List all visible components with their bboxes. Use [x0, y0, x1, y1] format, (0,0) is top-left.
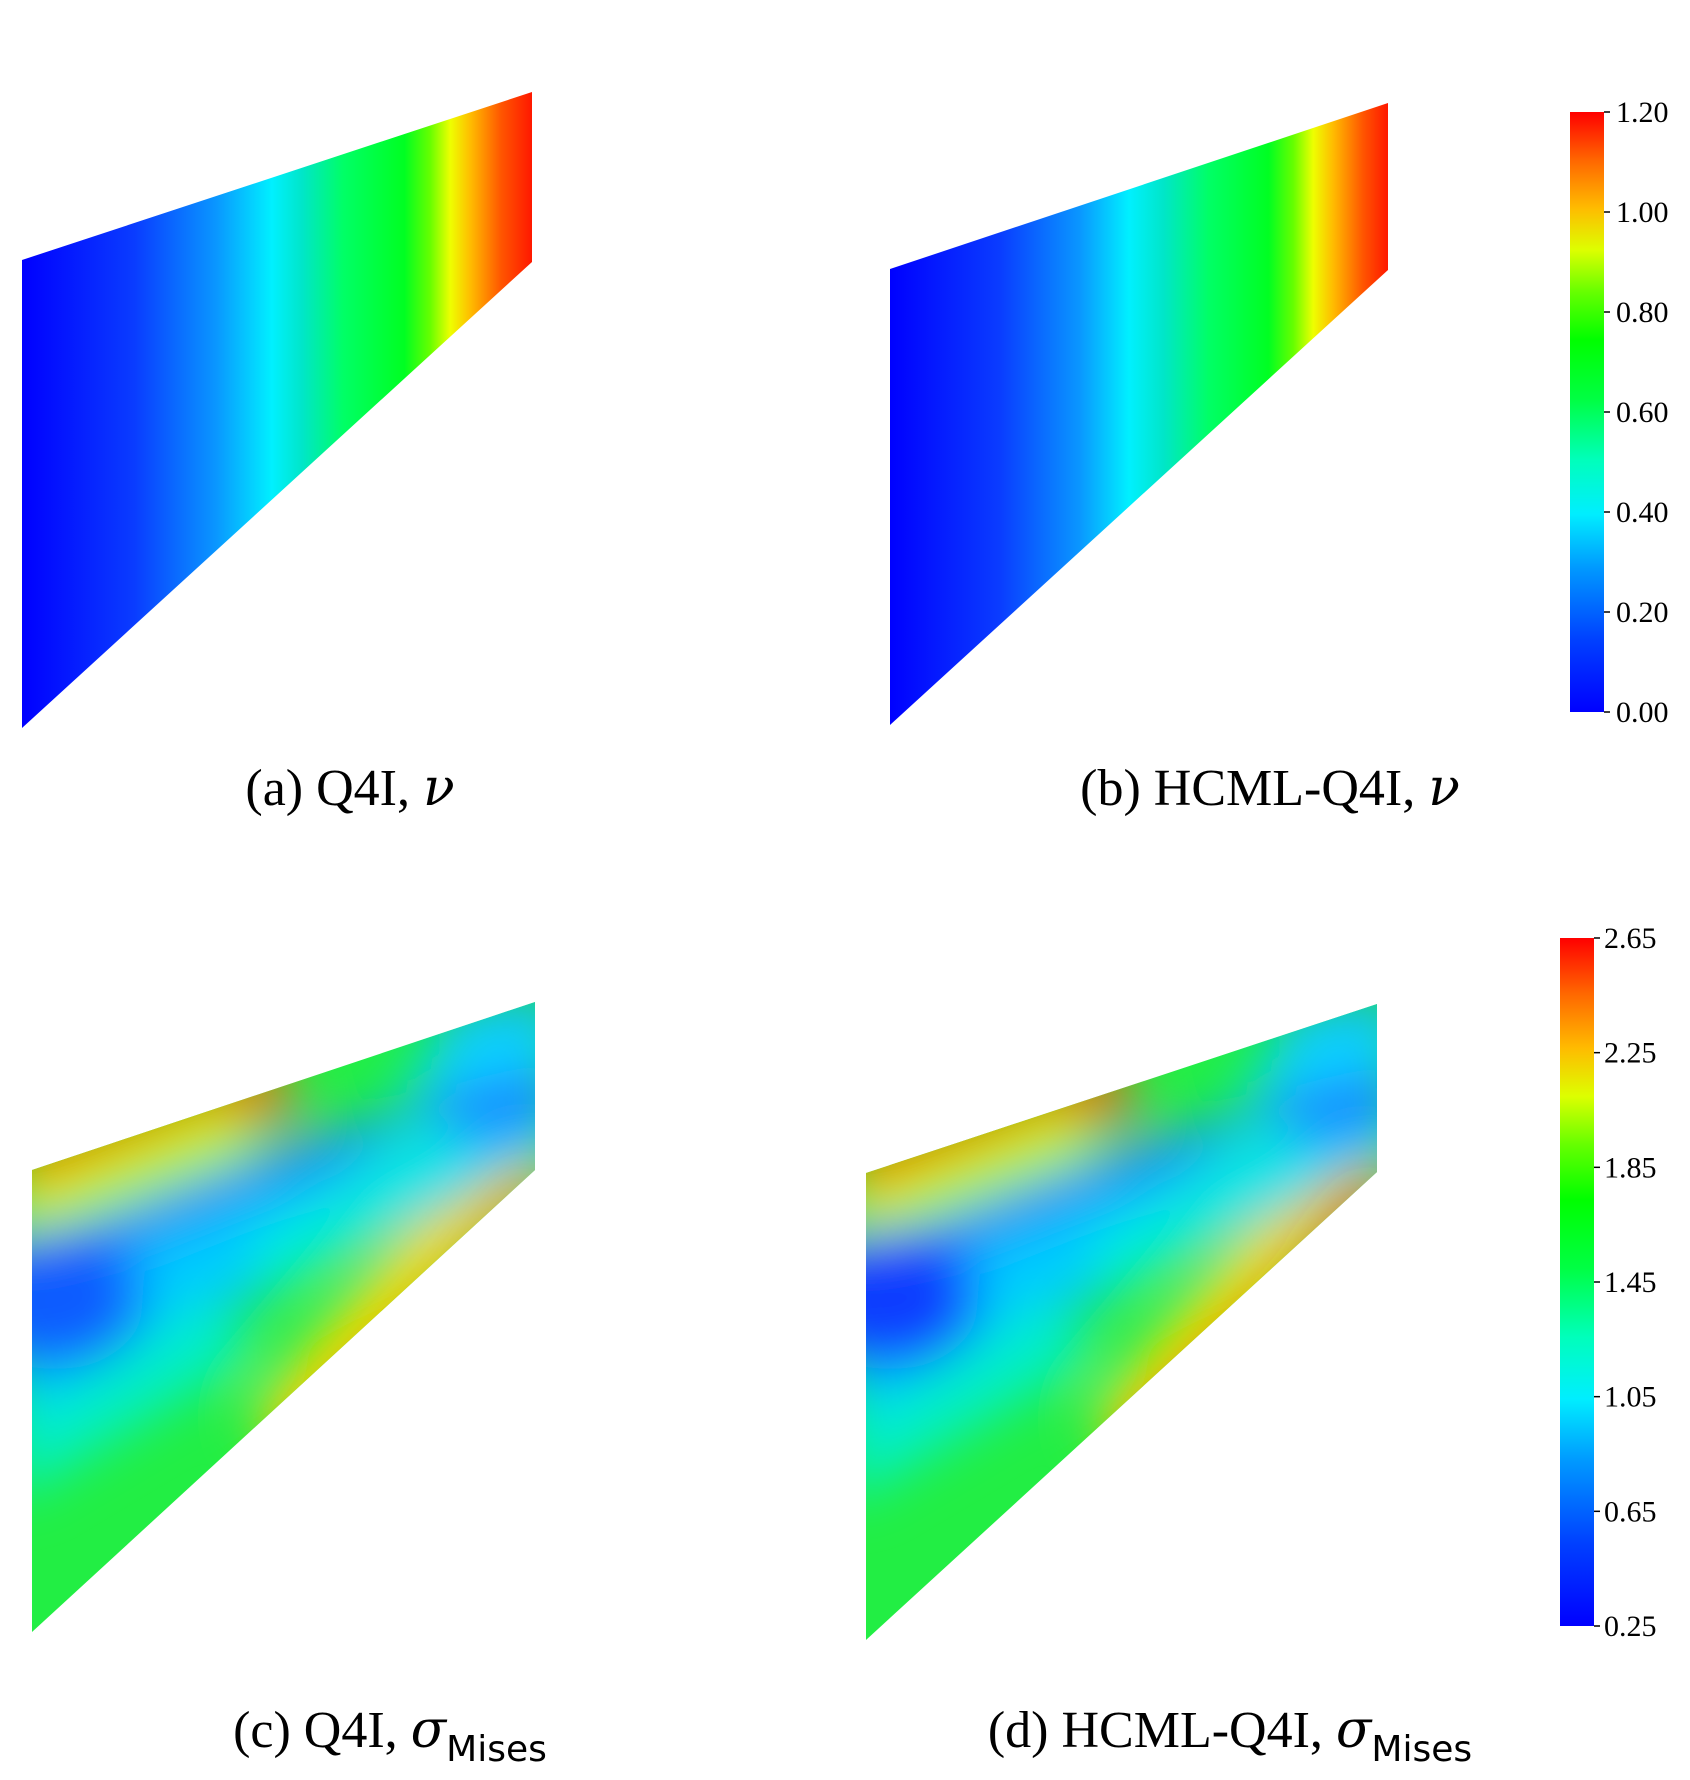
panel-a-domain: [22, 92, 532, 728]
caption-c-symbol: σ: [410, 1700, 447, 1760]
caption-b-symbol: ν: [1428, 758, 1460, 818]
caption-panel-a: (a) Q4I, ν: [140, 758, 560, 819]
caption-c-subscript: Mises: [446, 1729, 547, 1770]
colorbar-nu-tick-label: 0.40: [1616, 496, 1669, 529]
colorbar-mises-tick-label: 1.05: [1604, 1381, 1657, 1414]
colorbar-mises-tick-label: 2.25: [1604, 1037, 1657, 1070]
caption-b-prefix: (b) HCML-Q4I,: [1080, 760, 1429, 817]
colorbar-mises-bar: [1560, 938, 1594, 1626]
colorbar-mises-tick-label: 1.45: [1604, 1266, 1657, 1299]
caption-d-symbol: σ: [1335, 1700, 1372, 1760]
colorbar-nu-tick-label: 1.00: [1616, 196, 1669, 229]
colorbar-nu-tick-label: 0.20: [1616, 596, 1669, 629]
colorbar-mises: 2.65 2.25 1.85 1.45 1.05 0.65 0.25: [1560, 922, 1657, 1643]
caption-c-prefix: (c) Q4I,: [233, 1702, 411, 1759]
colorbar-nu-ticks: 1.20 1.00 0.80 0.60 0.40 0.20 0.00: [1604, 96, 1669, 729]
caption-panel-d: (d) HCML-Q4I, σMises: [920, 1700, 1540, 1780]
panel-a-contour: [22, 92, 532, 728]
colorbar-mises-tick-label: 0.25: [1604, 1610, 1657, 1643]
colorbar-nu-tick-label: 0.00: [1616, 696, 1669, 729]
panel-d-contour: [866, 1004, 1377, 1640]
panel-b-contour: [890, 103, 1388, 725]
panel-c-contour: [32, 1002, 535, 1632]
caption-panel-b: (b) HCML-Q4I, ν: [1000, 758, 1540, 819]
caption-a-symbol: ν: [422, 758, 455, 818]
colorbar-mises-tick-label: 1.85: [1604, 1151, 1657, 1184]
panel-b-domain: [890, 103, 1388, 725]
caption-a-prefix: (a) Q4I,: [245, 760, 423, 817]
colorbar-mises-tick-label: 0.65: [1604, 1495, 1657, 1528]
caption-panel-c: (c) Q4I, σMises: [140, 1700, 640, 1780]
caption-d-subscript: Mises: [1371, 1729, 1473, 1770]
caption-d-prefix: (d) HCML-Q4I,: [987, 1702, 1336, 1759]
colorbar-nu: 1.20 1.00 0.80 0.60 0.40 0.20 0.00: [1570, 96, 1669, 729]
colorbar-nu-bar: [1570, 112, 1604, 712]
colorbar-nu-tick-label: 1.20: [1616, 96, 1669, 129]
colorbar-mises-ticks: 2.65 2.25 1.85 1.45 1.05 0.65 0.25: [1594, 922, 1657, 1643]
colorbar-mises-tick-label: 2.65: [1604, 922, 1657, 955]
colorbar-nu-tick-label: 0.80: [1616, 296, 1669, 329]
colorbar-nu-tick-label: 0.60: [1616, 396, 1669, 429]
